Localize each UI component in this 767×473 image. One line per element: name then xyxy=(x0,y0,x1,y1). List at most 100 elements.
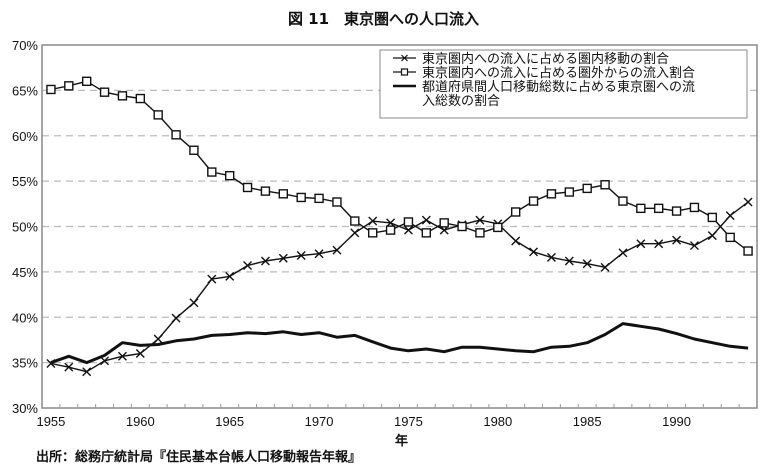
square-marker-icon xyxy=(671,206,682,216)
x-marker-icon xyxy=(689,241,699,251)
y-tick-label: 45% xyxy=(12,265,38,280)
x-marker-icon xyxy=(743,197,753,207)
square-marker-icon xyxy=(153,110,163,120)
square-marker-icon xyxy=(99,87,110,97)
y-tick-label: 60% xyxy=(12,129,38,144)
square-marker-icon xyxy=(278,189,289,199)
x-marker-icon xyxy=(332,245,342,255)
square-marker-icon xyxy=(653,203,664,214)
x-marker-icon xyxy=(350,228,360,238)
square-marker-icon xyxy=(242,182,253,193)
square-marker-icon xyxy=(46,84,56,95)
y-tick-label: 65% xyxy=(12,83,38,98)
source-note: 出所：総務庁統計局『住民基本台帳人口移動報告年報』 xyxy=(36,450,362,465)
x-tick-label: 1960 xyxy=(126,414,155,429)
legend-label: 都道府県間人口移動総数に占める東京圏への流 xyxy=(422,79,695,95)
y-tick-label: 35% xyxy=(12,356,38,371)
square-marker-icon xyxy=(707,212,718,223)
x-marker-icon xyxy=(278,253,288,263)
x-marker-icon xyxy=(403,225,413,235)
square-marker-icon xyxy=(135,93,146,104)
square-marker-icon xyxy=(207,167,217,177)
square-marker-icon xyxy=(403,217,414,227)
square-marker-icon xyxy=(493,222,503,233)
x-marker-icon xyxy=(564,256,574,266)
legend-label: 入総数の割合 xyxy=(422,93,500,109)
square-marker-icon xyxy=(350,216,360,226)
square-marker-icon xyxy=(600,180,610,190)
square-marker-icon xyxy=(510,207,521,217)
square-marker-icon xyxy=(618,196,628,206)
x-marker-icon xyxy=(260,256,270,266)
square-marker-icon xyxy=(400,68,409,76)
legend-label: 東京圏内への流入に占める圏外からの流入割合 xyxy=(422,65,695,81)
x-marker-icon xyxy=(636,239,646,249)
x-marker-icon xyxy=(117,351,127,361)
square-marker-icon xyxy=(314,193,324,204)
y-tick-label: 40% xyxy=(12,310,38,325)
x-marker-icon xyxy=(707,231,717,241)
square-marker-icon xyxy=(117,91,128,101)
legend-item: 東京圏内への流入に占める圏外からの流入割合 xyxy=(393,65,695,81)
square-marker-icon xyxy=(296,192,306,203)
x-tick-label: 1990 xyxy=(662,414,691,429)
x-marker-icon xyxy=(600,262,610,272)
square-marker-icon xyxy=(189,145,199,155)
x-tick-label: 1975 xyxy=(394,414,423,429)
y-axis-labels: 30% 35% 40% 45% 50% 55% 60% 65% 70% xyxy=(12,38,38,416)
x-tick-label: 1965 xyxy=(215,414,244,429)
x-marker-icon xyxy=(135,349,145,359)
legend-item: 東京圏内への流入に占める圏内移動の割合 xyxy=(393,51,669,67)
x-marker-icon xyxy=(582,259,592,269)
series-2 xyxy=(46,76,753,256)
x-marker-icon xyxy=(401,54,408,62)
square-marker-icon xyxy=(260,186,271,196)
square-marker-icon xyxy=(81,76,92,87)
x-axis-title: 年 xyxy=(395,434,409,449)
square-marker-icon xyxy=(224,170,235,181)
x-marker-icon xyxy=(475,215,485,225)
x-marker-icon xyxy=(546,252,556,262)
x-marker-icon xyxy=(225,271,235,281)
legend-box xyxy=(379,49,748,119)
x-tick-label: 1955 xyxy=(36,414,65,429)
square-marker-icon xyxy=(475,228,485,238)
square-marker-icon xyxy=(564,187,575,197)
y-tick-label: 70% xyxy=(12,38,38,53)
square-marker-icon xyxy=(528,196,539,206)
x-marker-icon xyxy=(529,247,539,257)
square-marker-icon xyxy=(636,203,646,214)
x-marker-icon xyxy=(654,239,664,249)
square-marker-icon xyxy=(332,197,342,207)
x-marker-icon xyxy=(296,251,306,261)
series-line xyxy=(50,322,749,365)
square-marker-icon xyxy=(64,81,74,91)
chart-title: 図 11 東京圏への人口流入 xyxy=(287,10,480,28)
square-marker-icon xyxy=(421,228,432,238)
x-marker-icon xyxy=(207,274,217,284)
x-marker-icon xyxy=(618,248,628,258)
x-tick-label: 1980 xyxy=(483,414,512,429)
square-marker-icon xyxy=(385,225,396,235)
x-marker-icon xyxy=(153,334,163,344)
x-tick-label: 1970 xyxy=(305,414,334,429)
x-marker-icon xyxy=(100,356,110,366)
x-marker-icon xyxy=(511,236,521,246)
legend: 東京圏内への流入に占める圏内移動の割合東京圏内への流入に占める圏外からの流入割合… xyxy=(379,49,748,119)
y-tick-label: 50% xyxy=(12,220,38,235)
x-marker-icon xyxy=(82,367,92,377)
x-marker-icon xyxy=(243,261,253,271)
square-marker-icon xyxy=(582,183,592,194)
x-marker-icon xyxy=(421,215,431,225)
legend-label: 東京圏内への流入に占める圏内移動の割合 xyxy=(422,51,669,67)
x-tick-label: 1985 xyxy=(573,414,602,429)
x-marker-icon xyxy=(368,216,378,226)
square-marker-icon xyxy=(171,130,181,140)
x-marker-icon xyxy=(171,313,181,323)
y-tick-label: 30% xyxy=(12,401,38,416)
series-line xyxy=(50,201,749,373)
x-marker-icon xyxy=(725,211,735,221)
x-marker-icon xyxy=(672,235,682,245)
